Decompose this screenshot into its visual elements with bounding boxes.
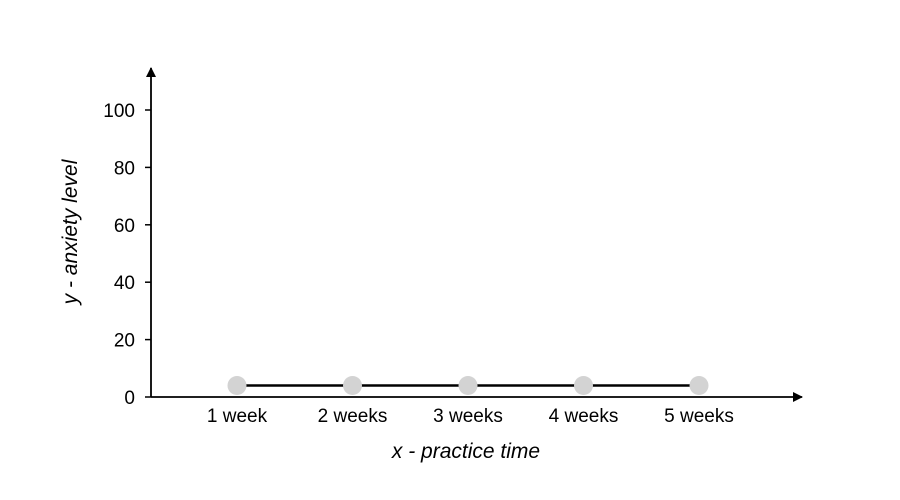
data-point — [227, 376, 247, 396]
x-tick-group: 1 week 2 weeks 3 weeks 4 weeks 5 weeks — [207, 406, 734, 427]
series-group — [227, 376, 709, 396]
data-point — [343, 376, 362, 396]
x-tick-label: 3 weeks — [433, 406, 503, 427]
y-tick-label: 20 — [114, 331, 135, 352]
data-point — [574, 376, 593, 396]
y-tick-label: 40 — [114, 273, 135, 294]
y-tick-label: 0 — [124, 388, 135, 409]
x-tick-label: 2 weeks — [318, 406, 388, 427]
x-tick-label: 4 weeks — [549, 406, 619, 427]
x-tick-label: 1 week — [207, 406, 268, 427]
y-tick-label: 60 — [114, 216, 135, 237]
x-axis-title: x - practice time — [391, 440, 540, 463]
y-axis-title: y - anxiety level — [59, 158, 82, 306]
data-point — [689, 376, 709, 396]
y-tick-label: 100 — [103, 101, 135, 122]
x-tick-label: 5 weeks — [664, 406, 734, 427]
y-tick-label: 80 — [114, 158, 135, 179]
y-tick-group: 0 20 40 60 80 100 — [103, 101, 151, 409]
data-point — [458, 376, 478, 396]
